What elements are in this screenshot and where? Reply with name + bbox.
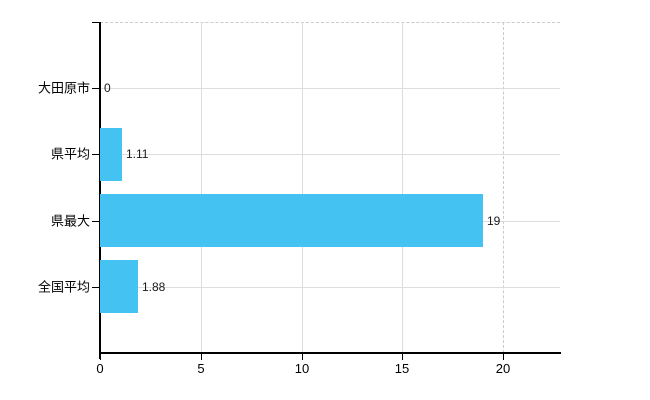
y-tick — [92, 154, 100, 155]
bar — [100, 194, 483, 247]
x-tick-label: 10 — [294, 361, 310, 376]
v-gridline — [503, 22, 504, 353]
v-gridline — [402, 22, 403, 353]
category-label: 県平均 — [50, 146, 90, 162]
y-tick — [92, 88, 100, 89]
h-gridline — [100, 287, 560, 288]
x-tick — [201, 354, 202, 360]
y-axis-line — [99, 22, 101, 359]
y-tick — [92, 221, 100, 222]
plot-top-border — [100, 22, 560, 23]
x-tick — [302, 354, 303, 360]
bar-value-label: 0 — [104, 81, 111, 95]
bar — [100, 260, 138, 313]
bar-value-label: 1.11 — [126, 147, 149, 161]
x-tick-label: 5 — [197, 361, 205, 376]
bar — [100, 128, 122, 181]
y-tick — [92, 287, 100, 288]
x-tick — [100, 354, 101, 360]
v-gridline — [302, 22, 303, 353]
category-label: 全国平均 — [37, 279, 90, 295]
h-gridline — [100, 88, 560, 89]
category-label: 大田原市 — [37, 80, 90, 96]
x-tick — [402, 354, 403, 360]
h-gridline — [100, 154, 560, 155]
x-tick-label: 20 — [495, 361, 511, 376]
plot-area: 0 1.11 19 1.88 — [100, 22, 560, 353]
bar-value-label: 1.88 — [142, 280, 166, 294]
x-tick-label: 0 — [96, 361, 104, 376]
bar-value-label: 19 — [487, 214, 501, 228]
v-gridline — [201, 22, 202, 353]
x-tick — [503, 354, 504, 360]
y-axis-top-tick — [92, 22, 100, 23]
x-tick-label: 15 — [394, 361, 410, 376]
category-label: 県最大 — [50, 213, 90, 229]
x-axis-line — [99, 352, 561, 354]
